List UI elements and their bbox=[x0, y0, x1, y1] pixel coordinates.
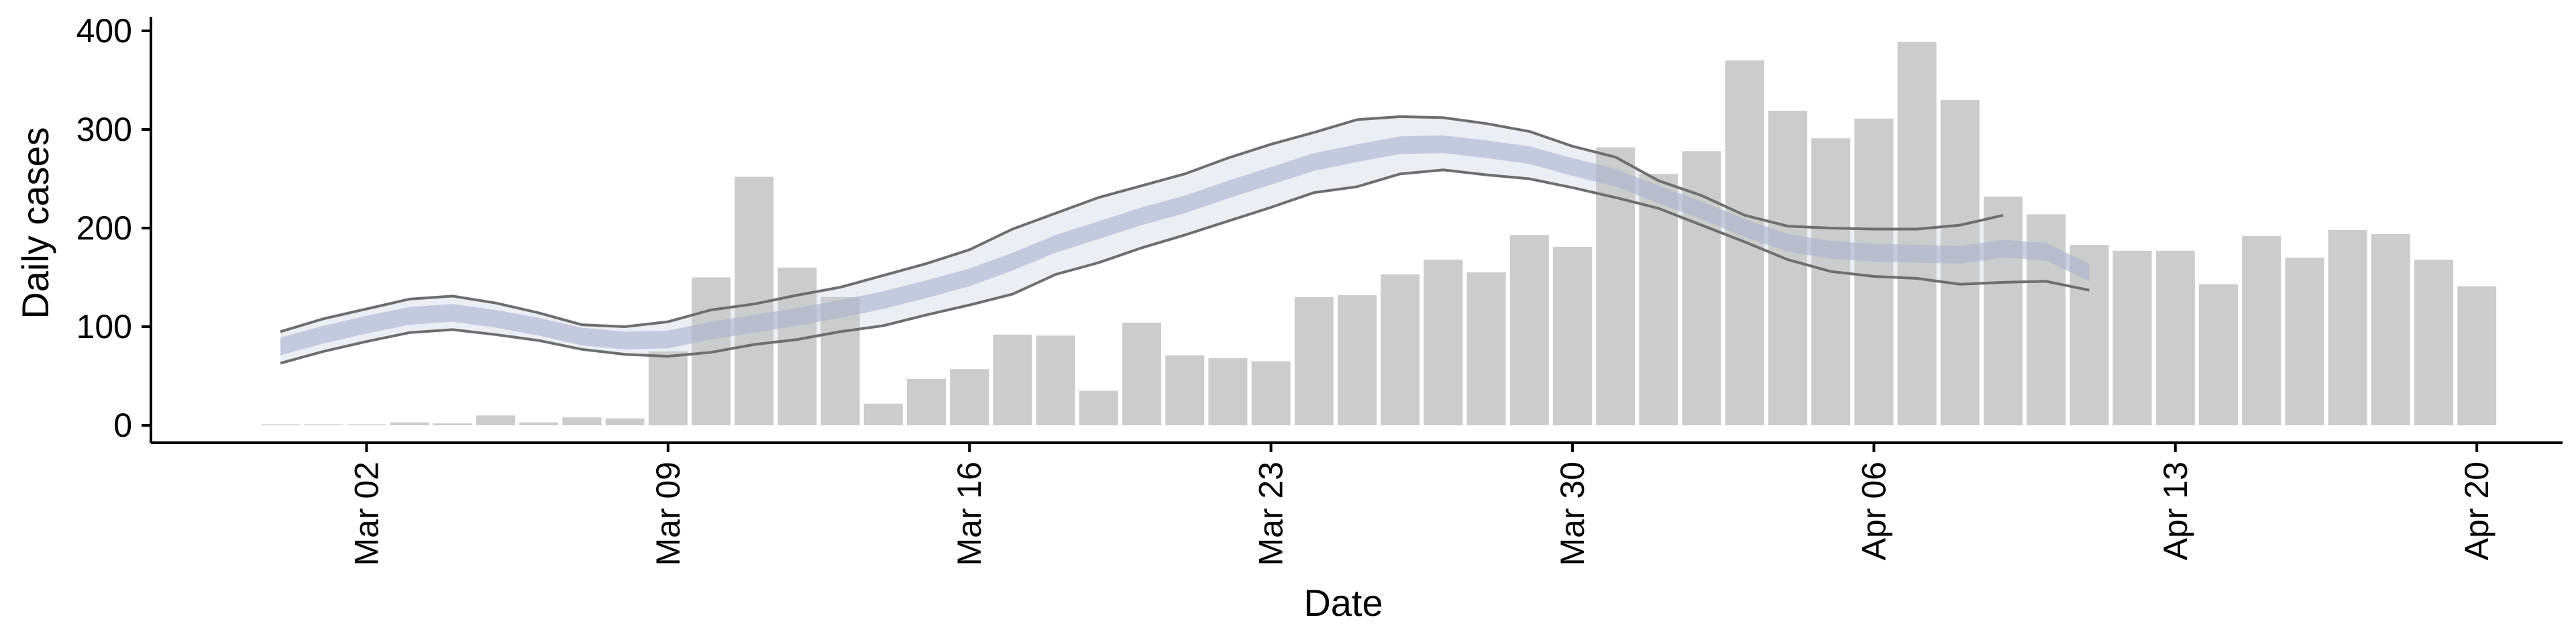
bar-apr-15 bbox=[2242, 235, 2282, 425]
bar-apr-17 bbox=[2328, 229, 2367, 425]
bar-mar-09 bbox=[648, 351, 688, 426]
bar-mar-01 bbox=[304, 424, 343, 425]
bar-mar-02 bbox=[347, 424, 386, 425]
bar-mar-17 bbox=[993, 334, 1032, 425]
bar-apr-12 bbox=[2112, 250, 2152, 425]
upper-bound-line bbox=[280, 115, 2004, 333]
bar-apr-07 bbox=[1897, 42, 1937, 425]
bar-apr-14 bbox=[2199, 284, 2238, 425]
bar-apr-06 bbox=[1854, 118, 1894, 426]
bar-mar-16 bbox=[950, 369, 989, 425]
overlay-layer bbox=[280, 115, 2090, 365]
inner-interval-band bbox=[280, 135, 2090, 356]
lower-bound-line bbox=[280, 168, 2090, 365]
bar-mar-20 bbox=[1122, 323, 1161, 425]
bar-mar-06 bbox=[519, 422, 559, 425]
y-axis-ticks: 0 100 200 300 400 bbox=[76, 12, 151, 444]
bar-apr-13 bbox=[2155, 250, 2195, 425]
bar-mar-26 bbox=[1381, 274, 1420, 425]
y-tick-label-0: 0 bbox=[113, 407, 132, 444]
bar-mar-29 bbox=[1509, 235, 1549, 425]
bar-apr-09 bbox=[1984, 197, 2023, 425]
bar-mar-03 bbox=[390, 422, 429, 425]
bands-layer bbox=[280, 116, 2003, 364]
bar-apr-20 bbox=[2457, 286, 2497, 425]
y-tick-label-400: 400 bbox=[76, 12, 132, 50]
bar-mar-25 bbox=[1338, 295, 1377, 425]
y-tick-label-100: 100 bbox=[76, 308, 132, 345]
bar-mar-27 bbox=[1424, 260, 1463, 425]
x-tick-label-apr-06: Apr 06 bbox=[1855, 462, 1892, 560]
bar-apr-19 bbox=[2414, 260, 2453, 425]
x-tick-label-mar-23: Mar 23 bbox=[1252, 462, 1290, 566]
bar-apr-05 bbox=[1811, 138, 1851, 425]
bar-mar-15 bbox=[907, 378, 946, 425]
bar-mar-23 bbox=[1251, 361, 1291, 425]
bar-apr-01 bbox=[1639, 174, 1678, 425]
bar-mar-18 bbox=[1036, 335, 1075, 425]
bar-apr-16 bbox=[2285, 258, 2324, 425]
x-tick-label-mar-02: Mar 02 bbox=[347, 462, 385, 566]
bars-layer bbox=[261, 42, 2497, 426]
bar-feb-29 bbox=[261, 424, 300, 425]
bar-mar-28 bbox=[1466, 272, 1506, 425]
x-tick-label-mar-30: Mar 30 bbox=[1554, 462, 1591, 566]
bar-mar-19 bbox=[1079, 390, 1118, 425]
x-tick-label-apr-13: Apr 13 bbox=[2157, 462, 2194, 560]
x-axis-ticks: Mar 02 Mar 09 Mar 16 Mar 23 Mar 30 Apr 06 Apr … bbox=[347, 443, 2496, 566]
x-tick-label-apr-20: Apr 20 bbox=[2458, 462, 2496, 560]
y-tick-label-300: 300 bbox=[76, 111, 132, 148]
bar-mar-08 bbox=[605, 418, 645, 425]
y-axis-title: Daily cases bbox=[14, 127, 56, 319]
x-axis-title: Date bbox=[1303, 582, 1383, 624]
x-tick-label-mar-09: Mar 09 bbox=[649, 462, 687, 566]
bar-mar-12 bbox=[777, 267, 817, 425]
x-tick-label-mar-16: Mar 16 bbox=[951, 462, 988, 566]
bar-mar-04 bbox=[433, 423, 472, 425]
bar-mar-14 bbox=[863, 403, 903, 425]
bar-mar-05 bbox=[476, 415, 515, 425]
y-tick-label-200: 200 bbox=[76, 209, 132, 247]
outer-interval-band bbox=[280, 116, 2003, 364]
bar-mar-21 bbox=[1165, 355, 1205, 425]
bar-mar-07 bbox=[562, 417, 602, 425]
bar-mar-22 bbox=[1208, 358, 1248, 425]
bar-mar-30 bbox=[1553, 246, 1592, 425]
bar-mar-24 bbox=[1294, 297, 1334, 425]
bar-apr-04 bbox=[1768, 111, 1807, 425]
bar-apr-18 bbox=[2371, 233, 2410, 425]
